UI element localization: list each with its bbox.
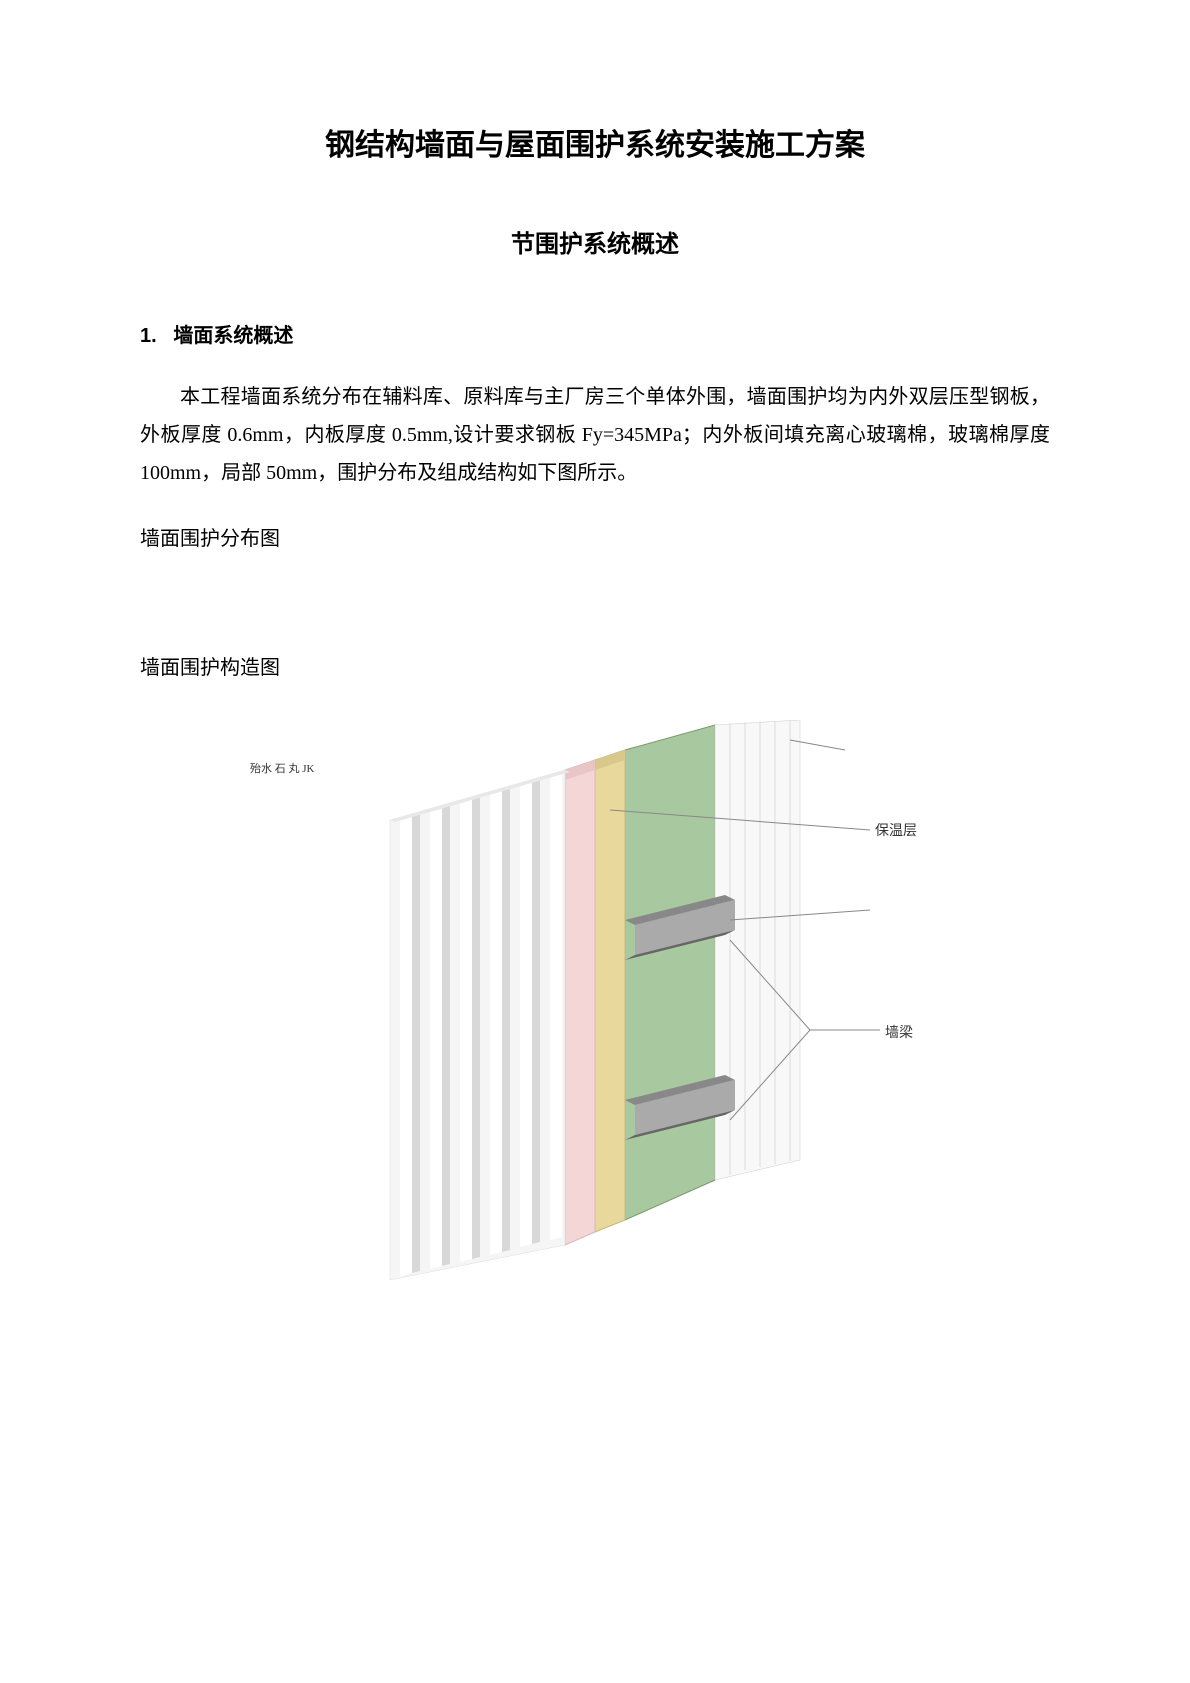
section-1-body: 本工程墙面系统分布在辅料库、原料库与主厂房三个单体外围，墙面围护均为内外双层压型…	[140, 378, 1050, 492]
caption-distribution: 墙面围护分布图	[140, 522, 1050, 551]
subtitle: 节围护系统概述	[140, 224, 1050, 259]
wall-diagram-svg	[370, 720, 950, 1280]
outer-corrugated-panel	[390, 770, 570, 1280]
section-title: 墙面系统概述	[173, 325, 293, 347]
diagram-note: 殆水 石 丸 JK	[250, 760, 314, 776]
caption-structure: 墙面围护构造图	[140, 651, 1050, 680]
inner-board-layer	[625, 725, 715, 1220]
main-title: 钢结构墙面与屋面围护系统安装施工方案	[140, 120, 1050, 164]
section-1-heading: 1. 墙面系统概述	[140, 319, 1050, 348]
label-insulation: 保温层	[875, 820, 917, 840]
label-purlin: 墙梁	[885, 1022, 913, 1042]
section-number: 1.	[140, 325, 157, 347]
spacer	[140, 591, 1050, 631]
wall-structure-diagram: 殆水 石 丸 JK	[140, 720, 1050, 1280]
document-page: 钢结构墙面与屋面围护系统安装施工方案 节围护系统概述 1. 墙面系统概述 本工程…	[0, 0, 1190, 1683]
